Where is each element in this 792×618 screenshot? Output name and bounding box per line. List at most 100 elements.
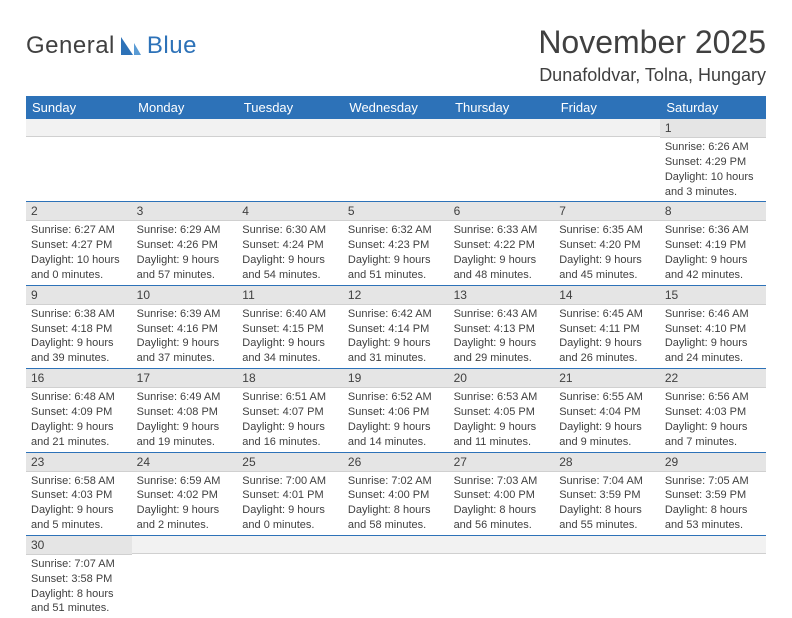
- daylight-line: Daylight: 9 hours and 57 minutes.: [137, 253, 233, 283]
- calendar-cell: 20Sunrise: 6:53 AMSunset: 4:05 PMDayligh…: [449, 369, 555, 452]
- calendar-cell: 10Sunrise: 6:39 AMSunset: 4:16 PMDayligh…: [132, 285, 238, 368]
- day-body: Sunrise: 6:53 AMSunset: 4:05 PMDaylight:…: [449, 388, 555, 451]
- day-number: 22: [660, 369, 766, 388]
- daylight-line: Daylight: 8 hours and 58 minutes.: [348, 503, 444, 533]
- daylight-line: Daylight: 8 hours and 53 minutes.: [665, 503, 761, 533]
- sunset-line: Sunset: 3:59 PM: [559, 488, 655, 503]
- weekday-row: Sunday Monday Tuesday Wednesday Thursday…: [26, 96, 766, 119]
- sunset-line: Sunset: 4:11 PM: [559, 322, 655, 337]
- sunset-line: Sunset: 4:14 PM: [348, 322, 444, 337]
- day-number: 27: [449, 453, 555, 472]
- day-body: Sunrise: 7:02 AMSunset: 4:00 PMDaylight:…: [343, 472, 449, 535]
- calendar-cell: 27Sunrise: 7:03 AMSunset: 4:00 PMDayligh…: [449, 452, 555, 535]
- day-number: 1: [660, 119, 766, 138]
- day-body: [343, 137, 449, 193]
- daylight-line: Daylight: 9 hours and 21 minutes.: [31, 420, 127, 450]
- day-number: [449, 536, 555, 554]
- sunset-line: Sunset: 4:23 PM: [348, 238, 444, 253]
- daylight-line: Daylight: 9 hours and 45 minutes.: [559, 253, 655, 283]
- calendar-cell: 3Sunrise: 6:29 AMSunset: 4:26 PMDaylight…: [132, 202, 238, 285]
- day-body: Sunrise: 6:58 AMSunset: 4:03 PMDaylight:…: [26, 472, 132, 535]
- daylight-line: Daylight: 9 hours and 48 minutes.: [454, 253, 550, 283]
- day-number: 3: [132, 202, 238, 221]
- calendar-cell: 26Sunrise: 7:02 AMSunset: 4:00 PMDayligh…: [343, 452, 449, 535]
- calendar-cell: 6Sunrise: 6:33 AMSunset: 4:22 PMDaylight…: [449, 202, 555, 285]
- day-body: [26, 137, 132, 193]
- day-body: Sunrise: 6:36 AMSunset: 4:19 PMDaylight:…: [660, 221, 766, 284]
- calendar-cell: [132, 535, 238, 618]
- daylight-line: Daylight: 8 hours and 56 minutes.: [454, 503, 550, 533]
- sail-icon: [119, 35, 143, 57]
- daylight-line: Daylight: 9 hours and 39 minutes.: [31, 336, 127, 366]
- calendar-row: 1Sunrise: 6:26 AMSunset: 4:29 PMDaylight…: [26, 119, 766, 202]
- sunset-line: Sunset: 4:05 PM: [454, 405, 550, 420]
- daylight-line: Daylight: 10 hours and 3 minutes.: [665, 170, 761, 200]
- day-body: Sunrise: 6:43 AMSunset: 4:13 PMDaylight:…: [449, 305, 555, 368]
- sunrise-line: Sunrise: 6:45 AM: [559, 307, 655, 322]
- sunrise-line: Sunrise: 6:49 AM: [137, 390, 233, 405]
- day-number: 30: [26, 536, 132, 555]
- sunrise-line: Sunrise: 6:27 AM: [31, 223, 127, 238]
- day-number: 16: [26, 369, 132, 388]
- sunrise-line: Sunrise: 7:04 AM: [559, 474, 655, 489]
- sunrise-line: Sunrise: 7:05 AM: [665, 474, 761, 489]
- calendar-cell: [343, 119, 449, 202]
- day-number: 20: [449, 369, 555, 388]
- day-number: [554, 536, 660, 554]
- calendar-cell: 5Sunrise: 6:32 AMSunset: 4:23 PMDaylight…: [343, 202, 449, 285]
- sunrise-line: Sunrise: 6:52 AM: [348, 390, 444, 405]
- daylight-line: Daylight: 9 hours and 0 minutes.: [242, 503, 338, 533]
- day-number: [237, 536, 343, 554]
- sunset-line: Sunset: 4:22 PM: [454, 238, 550, 253]
- sunset-line: Sunset: 4:16 PM: [137, 322, 233, 337]
- logo-text-b: Blue: [147, 32, 197, 60]
- day-number: 25: [237, 453, 343, 472]
- sunset-line: Sunset: 3:59 PM: [665, 488, 761, 503]
- daylight-line: Daylight: 9 hours and 9 minutes.: [559, 420, 655, 450]
- calendar-cell: 29Sunrise: 7:05 AMSunset: 3:59 PMDayligh…: [660, 452, 766, 535]
- day-number: [449, 119, 555, 137]
- day-body: Sunrise: 6:56 AMSunset: 4:03 PMDaylight:…: [660, 388, 766, 451]
- calendar-table: Sunday Monday Tuesday Wednesday Thursday…: [26, 96, 766, 618]
- sunrise-line: Sunrise: 6:59 AM: [137, 474, 233, 489]
- sunset-line: Sunset: 4:19 PM: [665, 238, 761, 253]
- calendar-cell: [449, 119, 555, 202]
- calendar-cell: 1Sunrise: 6:26 AMSunset: 4:29 PMDaylight…: [660, 119, 766, 202]
- daylight-line: Daylight: 10 hours and 0 minutes.: [31, 253, 127, 283]
- day-body: Sunrise: 6:35 AMSunset: 4:20 PMDaylight:…: [554, 221, 660, 284]
- day-body: [343, 554, 449, 610]
- day-number: 19: [343, 369, 449, 388]
- sunset-line: Sunset: 4:15 PM: [242, 322, 338, 337]
- day-body: [449, 137, 555, 193]
- sunset-line: Sunset: 4:27 PM: [31, 238, 127, 253]
- day-body: [660, 554, 766, 610]
- daylight-line: Daylight: 9 hours and 19 minutes.: [137, 420, 233, 450]
- sunrise-line: Sunrise: 7:07 AM: [31, 557, 127, 572]
- day-number: 21: [554, 369, 660, 388]
- calendar-cell: 30Sunrise: 7:07 AMSunset: 3:58 PMDayligh…: [26, 535, 132, 618]
- day-body: Sunrise: 6:26 AMSunset: 4:29 PMDaylight:…: [660, 138, 766, 201]
- calendar-cell: [660, 535, 766, 618]
- calendar-cell: 8Sunrise: 6:36 AMSunset: 4:19 PMDaylight…: [660, 202, 766, 285]
- day-body: [554, 554, 660, 610]
- daylight-line: Daylight: 9 hours and 11 minutes.: [454, 420, 550, 450]
- sunset-line: Sunset: 4:09 PM: [31, 405, 127, 420]
- sunrise-line: Sunrise: 6:42 AM: [348, 307, 444, 322]
- day-body: Sunrise: 6:33 AMSunset: 4:22 PMDaylight:…: [449, 221, 555, 284]
- day-body: [132, 137, 238, 193]
- daylight-line: Daylight: 9 hours and 24 minutes.: [665, 336, 761, 366]
- day-body: Sunrise: 6:55 AMSunset: 4:04 PMDaylight:…: [554, 388, 660, 451]
- daylight-line: Daylight: 9 hours and 37 minutes.: [137, 336, 233, 366]
- sunrise-line: Sunrise: 7:03 AM: [454, 474, 550, 489]
- day-body: [449, 554, 555, 610]
- sunset-line: Sunset: 4:03 PM: [665, 405, 761, 420]
- calendar-cell: [554, 119, 660, 202]
- sunrise-line: Sunrise: 6:40 AM: [242, 307, 338, 322]
- day-number: 18: [237, 369, 343, 388]
- calendar-cell: [26, 119, 132, 202]
- day-number: 13: [449, 286, 555, 305]
- calendar-cell: 4Sunrise: 6:30 AMSunset: 4:24 PMDaylight…: [237, 202, 343, 285]
- sunrise-line: Sunrise: 6:58 AM: [31, 474, 127, 489]
- sunset-line: Sunset: 4:00 PM: [348, 488, 444, 503]
- daylight-line: Daylight: 9 hours and 31 minutes.: [348, 336, 444, 366]
